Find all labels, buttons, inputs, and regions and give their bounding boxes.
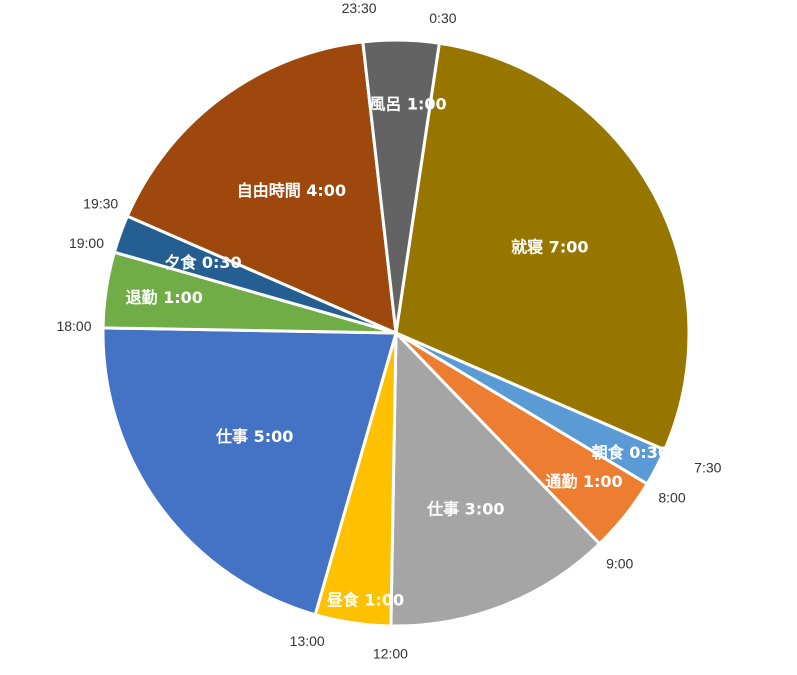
slice-labels: 就寝 7:00 朝食 0:30 通勤 1:00 仕事 3:00 昼食 1:00 仕事 5:…	[126, 94, 670, 609]
pie-slice	[101, 326, 398, 617]
pie-slice	[361, 38, 441, 335]
time-label: 9:00	[606, 555, 633, 571]
time-label: 8:00	[658, 490, 685, 506]
slice-label: 朝食 0:30	[592, 443, 669, 462]
time-label: 18:00	[56, 318, 91, 334]
pie-slice	[389, 331, 602, 628]
pie-slice	[394, 41, 691, 452]
time-label: 13:00	[290, 633, 325, 649]
time-label: 19:00	[69, 235, 104, 251]
slice-label: 夕食 0:30	[164, 253, 241, 272]
slice-label: 退勤 1:00	[126, 288, 203, 307]
time-label: 23:30	[342, 0, 377, 16]
slice-label: 自由時間 4:00	[237, 181, 346, 200]
pie-slices	[101, 38, 691, 628]
slice-label: 風呂 1:00	[369, 94, 446, 113]
pie-slice	[125, 40, 398, 335]
time-label: 7:30	[694, 459, 721, 475]
slice-label: 通勤 1:00	[545, 472, 622, 491]
time-labels: 0:30 7:30 8:00 9:00 12:00 13:00 18:00 19:00 19:3…	[56, 0, 721, 662]
time-label: 12:00	[373, 646, 408, 662]
slice-label: 仕事 5:00	[215, 427, 293, 446]
slice-label: 仕事 3:00	[426, 500, 504, 519]
time-label: 0:30	[429, 10, 456, 26]
slice-label: 昼食 1:00	[326, 590, 404, 609]
slice-label: 就寝 7:00	[511, 237, 588, 256]
time-label: 19:30	[83, 195, 118, 211]
